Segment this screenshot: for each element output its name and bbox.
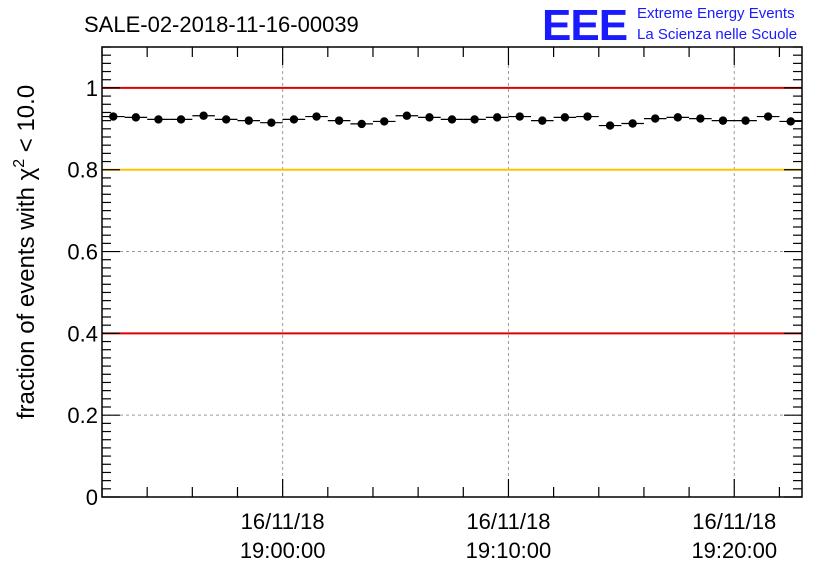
data-point-marker [718,116,728,125]
data-point [598,121,622,130]
data-point [124,113,148,122]
x-tick-label-time: 19:00:00 [240,538,326,563]
axes: 0 0.2 0.4 0.6 0.8 1 16/11/18 19:00:00 16/11/18 19… [67,46,803,563]
x-tick-label-date: 16/11/18 [692,509,776,534]
data-point-marker [651,114,660,123]
data-point-marker [786,117,795,126]
data-point-marker [131,113,141,122]
data-point-marker [583,112,592,121]
data-point-marker [312,112,321,121]
data-point [643,114,667,123]
logo-mark: EEE [542,1,627,50]
plot-frame [101,46,803,498]
data-point [576,112,599,121]
data-point-marker [357,119,366,129]
data-point [192,111,215,120]
data-point [508,112,532,121]
data-point [553,113,577,122]
data-point [237,116,261,125]
data-point-marker [470,115,479,124]
data-point-marker [673,113,683,122]
x-tick-label-date: 16/11/18 [241,509,325,534]
y-axis-label: fraction of events with χ2 < 10.0 [11,85,40,419]
data-point-marker [628,119,637,128]
data-point-marker [267,118,276,127]
data-point [485,113,509,122]
data-point-marker [221,115,231,124]
data-point-marker [334,116,344,125]
data-point [395,111,419,120]
data-point [214,115,238,124]
data-point-marker [763,112,773,121]
data-point-marker [515,112,524,121]
data-point-marker [289,115,299,124]
data-point-marker [154,115,163,124]
y-tick-label: 0.2 [67,403,98,428]
data-point [531,116,554,125]
y-tick-label: 0.4 [67,321,98,346]
data-point-marker [605,121,615,130]
data-point-marker [109,112,118,121]
data-point [689,114,712,123]
data-point-marker [402,111,412,120]
y-tick-label: 0.6 [67,240,98,265]
data-point [327,116,351,125]
data-point [147,115,170,124]
data-point-marker [176,115,186,124]
data-point [440,115,464,124]
x-tick-label-time: 19:20:00 [691,538,777,563]
x-tick-label-time: 19:10:00 [466,538,552,563]
data-point [282,115,306,124]
data-point-marker [696,114,705,123]
data-point [350,119,373,129]
data-point [779,117,802,126]
data-point [621,119,644,128]
data-point [260,118,283,127]
data-point-marker [741,116,750,125]
data-series [102,111,802,130]
data-point-marker [244,116,253,125]
data-point [102,112,125,121]
data-point-marker [492,113,502,122]
data-point-marker [447,115,457,124]
y-tick-label: 0 [86,485,98,510]
data-point [756,112,780,121]
data-point [305,112,328,121]
data-point [372,117,396,126]
logo-line-1: Extreme Energy Events [637,5,795,22]
x-tick-label-date: 16/11/18 [466,509,550,534]
data-point-marker [380,117,389,126]
data-point [666,113,690,122]
reference-lines [102,86,802,335]
logo-line-2: La Scienza nelle Scuole [637,26,797,43]
y-axis-label-main: fraction of events with χ [13,167,40,419]
chart-title: SALE-02-2018-11-16-00039 [84,12,359,37]
data-point [463,115,486,124]
y-tick-label: 1 [86,76,98,101]
data-point-marker [425,113,434,122]
y-tick-label: 0.8 [67,158,98,183]
data-point [734,116,757,125]
eee-logo: EEE Extreme Energy Events La Scienza nel… [542,1,797,50]
y-axis-label-threshold: < 10.0 [13,85,40,159]
data-point [711,116,735,125]
y-axis-label-superscript: 2 [11,159,28,168]
data-point [169,115,193,124]
data-point-marker [199,111,208,120]
data-point-marker [560,113,570,122]
data-point [418,113,441,122]
data-point-marker [538,116,547,125]
